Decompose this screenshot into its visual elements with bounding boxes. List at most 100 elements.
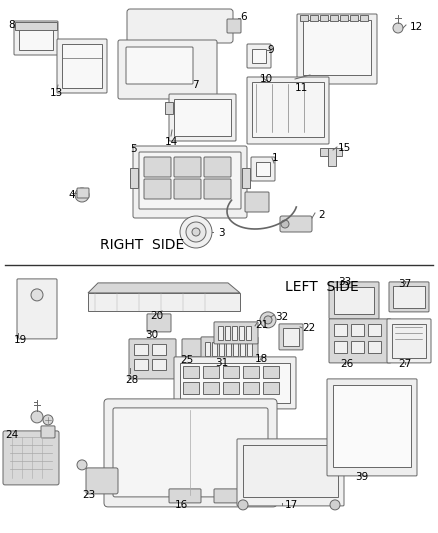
Text: 15: 15 — [338, 143, 351, 153]
Text: 30: 30 — [145, 330, 158, 340]
Bar — [243, 445, 338, 497]
Circle shape — [281, 220, 289, 228]
Text: 1: 1 — [272, 153, 279, 163]
Text: 33: 33 — [338, 277, 351, 287]
FancyBboxPatch shape — [327, 379, 417, 476]
Circle shape — [43, 415, 53, 425]
Bar — [351, 341, 364, 353]
Text: 10: 10 — [260, 74, 273, 84]
Bar — [256, 162, 270, 176]
Bar — [205, 342, 210, 356]
Circle shape — [75, 188, 89, 202]
Circle shape — [192, 228, 200, 236]
Bar — [247, 342, 252, 356]
Bar — [15, 22, 57, 30]
FancyBboxPatch shape — [139, 152, 241, 209]
Bar — [223, 366, 239, 378]
Text: 27: 27 — [398, 359, 411, 369]
FancyBboxPatch shape — [280, 216, 312, 232]
FancyBboxPatch shape — [204, 157, 231, 177]
Circle shape — [186, 222, 206, 242]
FancyBboxPatch shape — [297, 14, 377, 84]
Bar — [165, 102, 173, 114]
Text: 13: 13 — [50, 88, 63, 98]
Bar — [232, 326, 237, 340]
Bar — [334, 341, 347, 353]
Text: 21: 21 — [255, 320, 268, 330]
Bar — [350, 15, 358, 21]
Bar — [88, 293, 240, 311]
Circle shape — [31, 289, 43, 301]
Bar — [334, 324, 347, 336]
FancyBboxPatch shape — [86, 468, 118, 494]
FancyBboxPatch shape — [329, 319, 391, 363]
Circle shape — [393, 23, 403, 33]
Text: 31: 31 — [215, 358, 228, 368]
Bar — [219, 342, 224, 356]
FancyBboxPatch shape — [126, 47, 193, 84]
FancyBboxPatch shape — [247, 44, 271, 68]
FancyBboxPatch shape — [251, 157, 275, 181]
Bar — [368, 341, 381, 353]
Bar — [239, 326, 244, 340]
Bar — [130, 168, 138, 188]
Bar — [134, 359, 148, 370]
Bar — [203, 382, 219, 394]
FancyBboxPatch shape — [17, 279, 57, 339]
Bar — [328, 148, 336, 166]
Text: 22: 22 — [302, 323, 315, 333]
Circle shape — [77, 460, 87, 470]
Text: 25: 25 — [180, 355, 193, 365]
FancyBboxPatch shape — [204, 179, 231, 199]
Bar — [233, 342, 238, 356]
Bar — [340, 15, 348, 21]
Circle shape — [238, 500, 248, 510]
FancyBboxPatch shape — [387, 319, 431, 363]
FancyBboxPatch shape — [14, 21, 58, 55]
Text: 9: 9 — [267, 45, 274, 55]
Bar — [212, 342, 217, 356]
Bar — [333, 385, 411, 467]
Circle shape — [330, 500, 340, 510]
Bar — [310, 15, 318, 21]
Bar — [152, 359, 166, 370]
Text: 14: 14 — [165, 137, 178, 147]
Bar — [320, 15, 328, 21]
FancyBboxPatch shape — [329, 282, 379, 319]
Bar — [203, 366, 219, 378]
FancyBboxPatch shape — [3, 431, 59, 485]
Text: RIGHT  SIDE: RIGHT SIDE — [100, 238, 184, 252]
Bar — [62, 44, 102, 88]
Text: 6: 6 — [240, 12, 247, 22]
FancyBboxPatch shape — [214, 489, 246, 503]
Circle shape — [260, 312, 276, 328]
FancyBboxPatch shape — [77, 188, 89, 198]
Bar — [223, 382, 239, 394]
Text: 39: 39 — [355, 472, 368, 482]
Bar — [246, 326, 251, 340]
Bar — [351, 324, 364, 336]
Bar — [218, 326, 223, 340]
FancyBboxPatch shape — [133, 146, 247, 218]
FancyBboxPatch shape — [174, 157, 201, 177]
Circle shape — [264, 316, 272, 324]
Polygon shape — [88, 283, 240, 293]
Text: 17: 17 — [285, 500, 298, 510]
Bar — [174, 99, 231, 136]
Text: 3: 3 — [218, 228, 225, 238]
Bar — [183, 366, 199, 378]
FancyBboxPatch shape — [147, 314, 171, 332]
FancyBboxPatch shape — [247, 77, 329, 144]
Text: 11: 11 — [295, 83, 308, 93]
Text: 23: 23 — [82, 490, 95, 500]
Text: 12: 12 — [410, 22, 423, 32]
Bar — [392, 324, 426, 358]
FancyBboxPatch shape — [104, 399, 277, 507]
FancyBboxPatch shape — [279, 324, 303, 350]
Text: 24: 24 — [5, 430, 18, 440]
FancyBboxPatch shape — [245, 192, 269, 212]
Bar — [393, 286, 425, 308]
Bar — [263, 366, 279, 378]
FancyBboxPatch shape — [182, 339, 202, 357]
Bar — [180, 363, 290, 403]
